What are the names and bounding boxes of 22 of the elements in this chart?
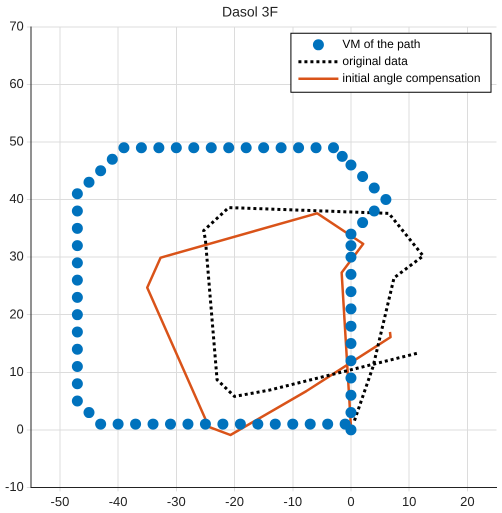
y-tick-label: 70: [9, 18, 24, 34]
y-tick-label: 0: [16, 421, 24, 436]
y-tick-label: 40: [9, 191, 24, 206]
y-tick-label: -10: [4, 478, 24, 494]
x-tick-label: 0: [347, 494, 355, 509]
x-tick-label: 10: [402, 494, 416, 509]
line-series: [202, 206, 425, 422]
legend-label: initial angle compensation: [342, 71, 481, 86]
y-tick-label: 10: [9, 364, 24, 379]
x-tick-label: -30: [166, 494, 186, 509]
chart-title: Dasol 3F: [222, 3, 278, 20]
x-tick-label: -40: [108, 494, 128, 509]
y-tick-label: 30: [9, 248, 24, 264]
x-tick-label: 20: [460, 494, 475, 509]
legend-label: original data: [342, 54, 408, 68]
x-tick-label: -50: [50, 494, 70, 509]
y-tick-label: 50: [9, 134, 24, 149]
legend-label: VM of the path: [342, 37, 420, 52]
y-tick-label: 60: [9, 76, 24, 91]
x-tick-label: -20: [225, 494, 244, 509]
y-tick-label: 20: [9, 306, 24, 322]
x-tick-label: -10: [283, 494, 302, 509]
